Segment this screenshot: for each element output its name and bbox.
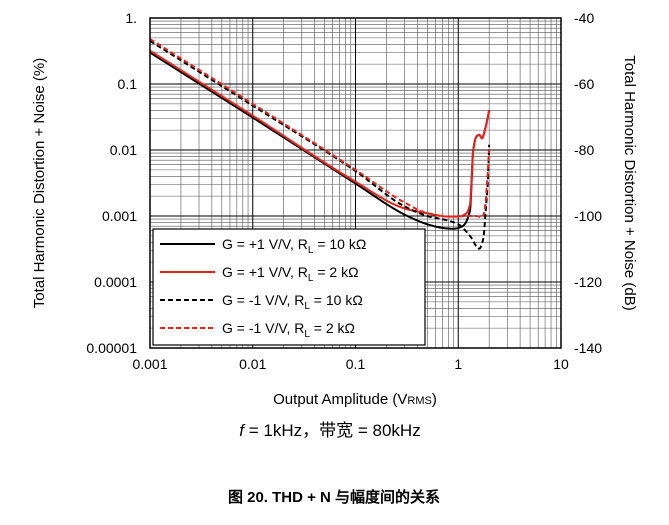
y-tick-label: 0.0001 xyxy=(94,274,137,290)
series-line-4 xyxy=(149,38,491,219)
tick-labels: 0.001 0.01 0.1 1 10 0.00001 0.0001 0.001 0.01 0.1… xyxy=(86,10,602,372)
figure-caption: 图 20. THD + N 与幅度间的关系 xyxy=(228,488,440,506)
x-tick-label: 10 xyxy=(553,356,569,372)
x-tick-label: 1 xyxy=(454,356,462,372)
y2-tick-label: -100 xyxy=(574,208,602,224)
y-tick-label: 0.001 xyxy=(102,208,137,224)
y-axis-title-right: Total Harmonic Distortion + Noise (dB) xyxy=(621,55,638,311)
legend: G = +1 V/V, RL = 10 kΩ G = +1 V/V, RL = 2… xyxy=(152,228,426,346)
y2-tick-label: -80 xyxy=(574,142,594,158)
legend-box xyxy=(152,228,426,346)
test-conditions: f = 1kHz，带宽 = 80kHz xyxy=(239,421,420,440)
series-layer xyxy=(149,38,491,250)
x-tick-label: 0.001 xyxy=(132,356,167,372)
x-tick-label: 0.1 xyxy=(346,356,366,372)
y-tick-label: 0.1 xyxy=(118,76,138,92)
x-tick-label: 0.01 xyxy=(239,356,266,372)
legend-label-1: G = +1 V/V, RL = 10 kΩ xyxy=(222,236,366,256)
y-tick-label: 0.00001 xyxy=(86,340,137,356)
y2-tick-label: -140 xyxy=(574,340,602,356)
legend-label-3: G = -1 V/V, RL = 10 kΩ xyxy=(222,292,363,312)
y-tick-label: 1. xyxy=(125,10,137,26)
y-tick-label: 0.01 xyxy=(110,142,137,158)
legend-items: G = +1 V/V, RL = 10 kΩ G = +1 V/V, RL = 2… xyxy=(160,236,366,340)
plot-frame xyxy=(149,17,562,349)
y2-tick-label: -60 xyxy=(574,76,594,92)
y2-tick-label: -120 xyxy=(574,274,602,290)
series-line-2 xyxy=(149,49,491,218)
legend-label-2: G = +1 V/V, RL = 2 kΩ xyxy=(222,264,359,284)
y2-tick-label: -40 xyxy=(574,10,594,26)
x-axis-title: Output Amplitude (VRMS) xyxy=(273,391,437,408)
legend-label-4: G = -1 V/V, RL = 2 kΩ xyxy=(222,320,355,340)
y-axis-title-left: Total Harmonic Distortion + Noise (%) xyxy=(31,58,48,309)
series-line-1 xyxy=(149,51,491,230)
